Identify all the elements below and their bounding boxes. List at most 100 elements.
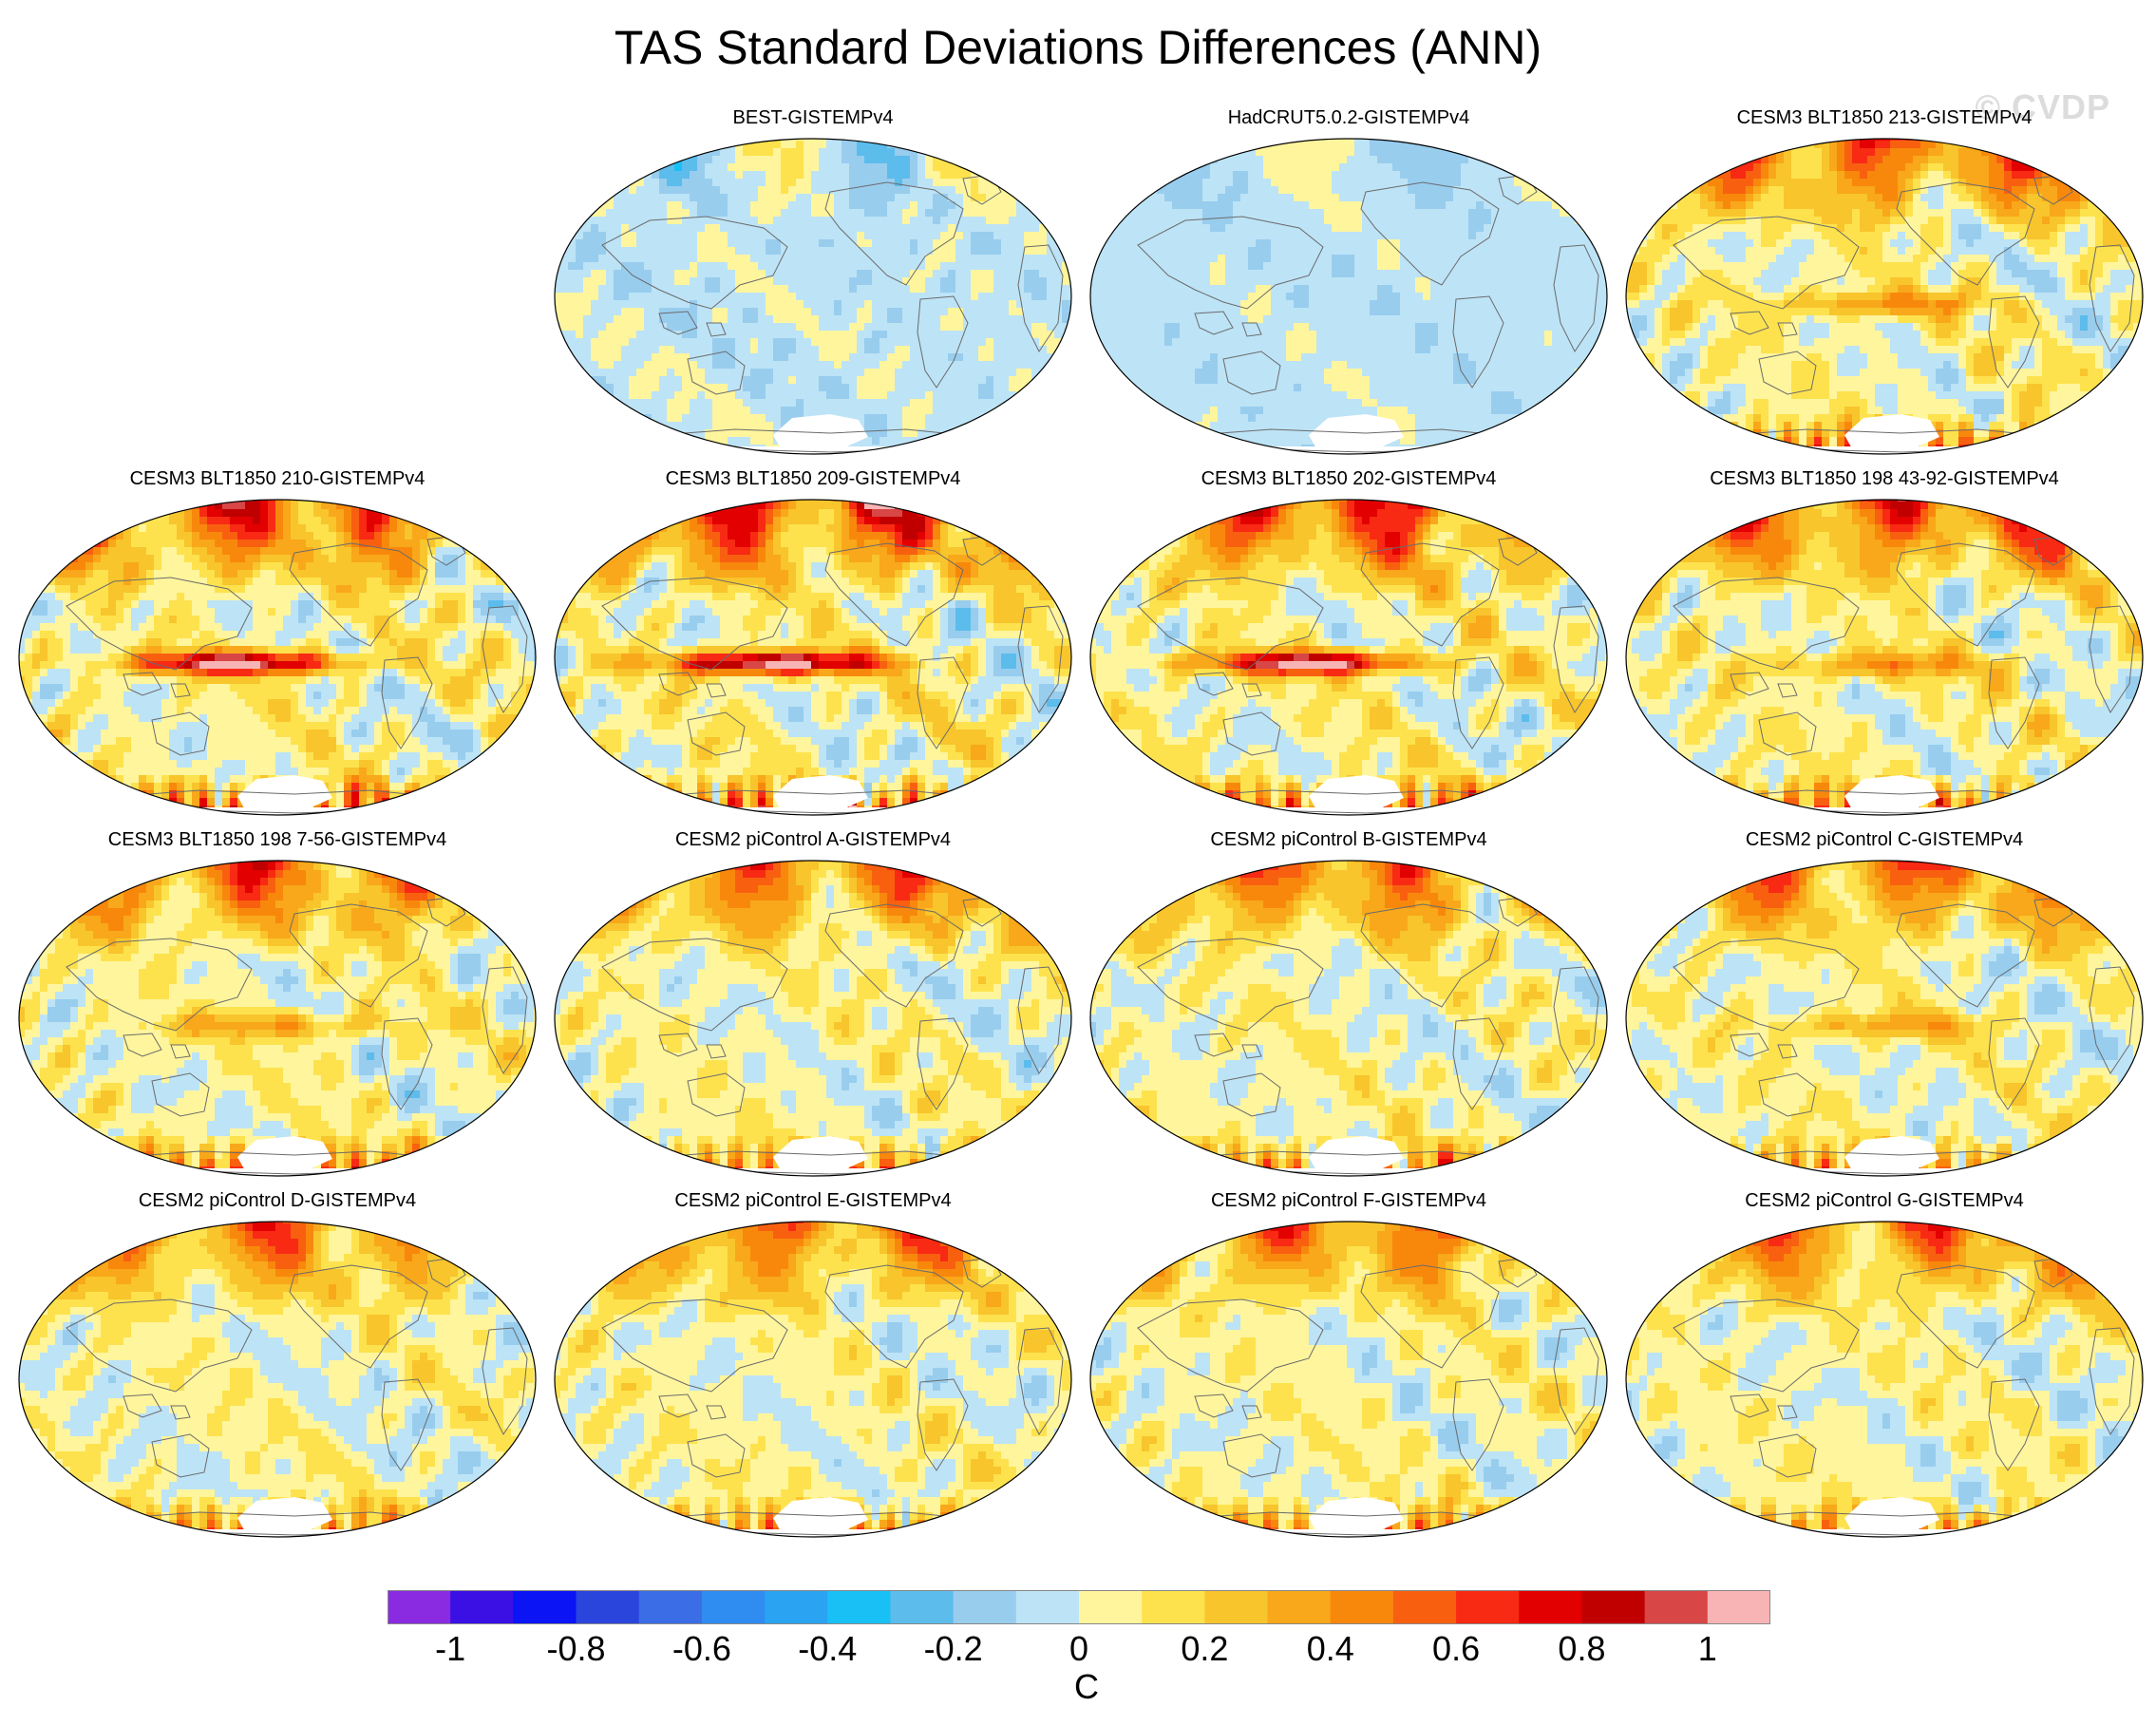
coastline — [1222, 1072, 1281, 1117]
colorbar-tick-label: -0.2 — [897, 1630, 1011, 1668]
tas-difference-field — [19, 861, 536, 1176]
colorbar-tick-label: -0.6 — [645, 1630, 759, 1668]
coastline — [2089, 966, 2135, 1074]
colorbar-swatch — [1204, 1590, 1268, 1624]
coastline — [289, 1264, 428, 1369]
colorbar-swatch — [765, 1590, 828, 1624]
tas-difference-field — [1090, 861, 1607, 1176]
missing-data-region — [1090, 1497, 1607, 1537]
coastline — [1194, 1033, 1262, 1059]
coastline — [66, 577, 253, 671]
coastline — [66, 1298, 253, 1393]
coastline — [687, 1072, 746, 1117]
missing-data-region — [1090, 775, 1607, 815]
coastline — [1222, 711, 1281, 756]
coastline — [1360, 542, 1500, 647]
coastline — [687, 711, 746, 756]
coastline — [1194, 311, 1262, 337]
coastline — [658, 1033, 727, 1059]
coastline — [1730, 311, 1798, 337]
map-outline — [554, 1221, 1072, 1538]
robinson-map — [1625, 138, 2144, 455]
coastline — [1553, 605, 1599, 713]
colorbar-tick-label: -0.4 — [770, 1630, 884, 1668]
map-outline — [1089, 860, 1608, 1177]
map-panel: CESM2 piControl D-GISTEMPv4 — [9, 1189, 545, 1543]
colorbar-tick-label: 0.2 — [1147, 1630, 1261, 1668]
coastline — [1017, 605, 1064, 713]
map-panel: CESM2 piControl E-GISTEMPv4 — [545, 1189, 1081, 1543]
coastline — [123, 672, 191, 698]
panel-title: CESM3 BLT1850 202-GISTEMPv4 — [1081, 467, 1617, 490]
robinson-map — [554, 138, 1072, 455]
map-outline — [1089, 499, 1608, 816]
coastline — [1673, 1298, 1860, 1393]
coastline — [2089, 244, 2135, 352]
tas-difference-field — [555, 139, 1071, 454]
colorbar-swatch — [1581, 1590, 1646, 1624]
colorbar-swatch — [1519, 1590, 1582, 1624]
colorbar-swatch — [638, 1590, 703, 1624]
map-outline — [1625, 1221, 2144, 1538]
map-outline — [18, 860, 537, 1177]
coastline — [1360, 181, 1500, 286]
missing-data-region — [555, 1136, 1071, 1176]
missing-data-region — [1626, 775, 2143, 815]
map-panel: CESM3 BLT1850 198 7-56-GISTEMPv4 — [9, 828, 545, 1182]
map-panel: HadCRUT5.0.2-GISTEMPv4 — [1081, 106, 1617, 460]
coastline — [658, 311, 727, 337]
colorbar-swatch — [388, 1590, 451, 1624]
coastline — [482, 966, 528, 1074]
map-panel: CESM2 piControl F-GISTEMPv4 — [1081, 1189, 1617, 1543]
coastline — [1452, 1017, 1504, 1110]
map-panel: CESM3 BLT1850 198 43-92-GISTEMPv4 — [1617, 467, 2152, 821]
coastline — [1017, 1327, 1064, 1435]
coastline — [824, 1264, 964, 1369]
coastline — [1137, 577, 1324, 671]
robinson-map — [554, 860, 1072, 1177]
coastline — [601, 1298, 788, 1393]
robinson-map — [18, 860, 537, 1177]
coastline — [2089, 605, 2135, 713]
coastline — [1758, 711, 1817, 756]
colorbar-swatch — [1015, 1590, 1080, 1624]
coastline — [1553, 244, 1599, 352]
colorbar-tick-label: -1 — [393, 1630, 507, 1668]
map-outline — [554, 138, 1072, 455]
colorbar-swatch — [513, 1590, 577, 1624]
coastline — [66, 938, 253, 1032]
tas-difference-field — [1626, 139, 2143, 454]
coastline — [151, 1072, 210, 1117]
colorbar-swatch — [1644, 1590, 1709, 1624]
panel-title: CESM2 piControl A-GISTEMPv4 — [545, 828, 1081, 851]
coastline — [601, 938, 788, 1032]
colorbar-unit: C — [1030, 1668, 1144, 1706]
coastline — [824, 542, 964, 647]
robinson-map — [1089, 499, 1608, 816]
coastline — [1452, 295, 1504, 389]
map-outline — [1625, 499, 2144, 816]
tas-difference-field — [19, 1222, 536, 1537]
colorbar-tick-label: 1 — [1651, 1630, 1765, 1668]
coastline — [1194, 1393, 1262, 1420]
colorbar-swatch — [1142, 1590, 1205, 1624]
tas-difference-field — [1626, 1222, 2143, 1537]
coastline — [824, 903, 964, 1008]
coastline — [917, 1378, 969, 1471]
missing-data-region — [1626, 1136, 2143, 1176]
missing-data-region — [19, 1136, 536, 1176]
map-panel: CESM3 BLT1850 213-GISTEMPv4 — [1617, 106, 2152, 460]
map-panel: CESM3 BLT1850 210-GISTEMPv4 — [9, 467, 545, 821]
coastline — [687, 351, 746, 395]
coastline — [1137, 938, 1324, 1032]
tas-difference-field — [555, 1222, 1071, 1537]
coastline — [1896, 903, 2035, 1008]
map-outline — [554, 499, 1072, 816]
coastline — [1988, 656, 2040, 749]
coastline — [917, 295, 969, 389]
colorbar-swatch — [827, 1590, 891, 1624]
coastline — [658, 672, 727, 698]
coastline — [601, 216, 788, 310]
tas-difference-field — [19, 500, 536, 815]
colorbar-tick-label: 0.4 — [1274, 1630, 1388, 1668]
